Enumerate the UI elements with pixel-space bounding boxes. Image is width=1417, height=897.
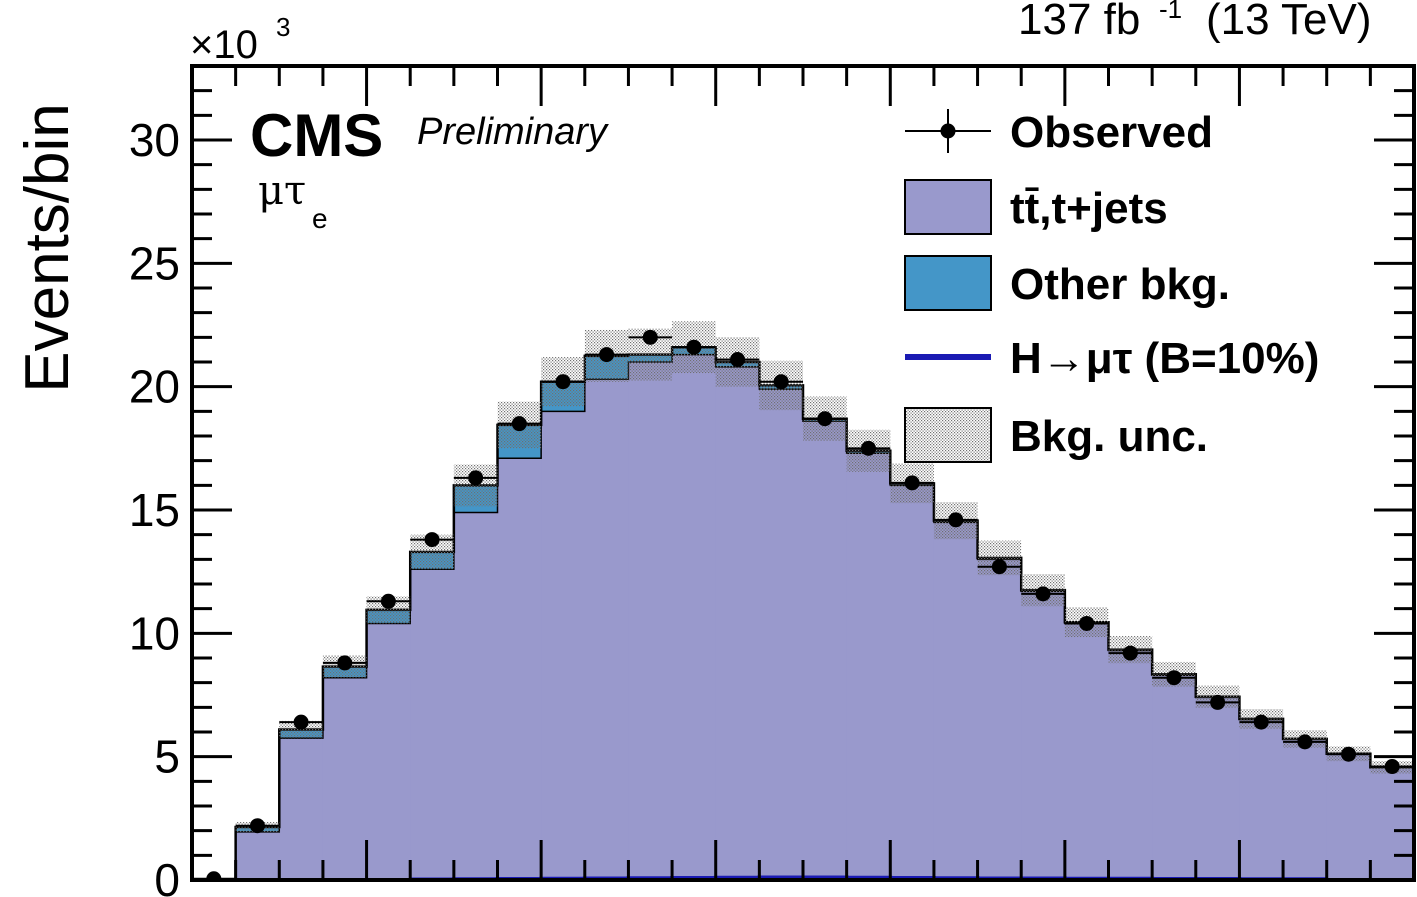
observed-point (1035, 586, 1051, 602)
channel-label: μτ e (258, 168, 328, 234)
ttbar-bar (1239, 719, 1284, 880)
ttbar-bar (410, 569, 455, 880)
legend-label: H→μτ (B=10%) (1010, 334, 1319, 383)
ttbar-bar (235, 831, 280, 880)
plot-area (192, 321, 1414, 880)
observed-point (511, 416, 527, 432)
observed-point (686, 339, 702, 355)
observed-point (468, 470, 484, 486)
observed-point (337, 655, 353, 671)
y-tick-label: 30 (129, 114, 180, 166)
y-tick-label: 10 (129, 607, 180, 659)
legend-label: Bkg. unc. (1010, 412, 1208, 461)
ttbar-bar (628, 362, 673, 880)
ttbar-bar (1326, 754, 1371, 880)
y-tick-label: 0 (154, 854, 180, 897)
observed-point (860, 440, 876, 456)
observed-point (424, 532, 440, 548)
y-multiplier: ×10 3 (190, 12, 290, 67)
observed-point (1166, 670, 1182, 686)
observed-point (1297, 734, 1313, 750)
ttbar-bar (977, 559, 1022, 880)
svg-text:(13 TeV): (13 TeV) (1206, 0, 1372, 44)
ttbar-bar (1283, 739, 1328, 880)
ttbar-bar (759, 389, 804, 880)
ttbar-bar (279, 738, 324, 880)
observed-point (1210, 694, 1226, 710)
y-tick-labels: 0 5 10 15 20 25 30 (129, 114, 180, 897)
observed-point (1079, 615, 1095, 631)
observed-point (991, 559, 1007, 575)
observed-point (1122, 645, 1138, 661)
y-tick-label: 20 (129, 361, 180, 413)
svg-text:3: 3 (276, 12, 290, 42)
ttbar-bar (453, 512, 498, 880)
observed-point (249, 818, 265, 834)
observed-point (1341, 746, 1357, 762)
observed-point (599, 347, 615, 363)
y-tick-label: 15 (129, 484, 180, 536)
y-tick-label: 5 (154, 731, 180, 783)
ttbar-bar (322, 677, 368, 880)
ttbar-bar (715, 366, 760, 880)
legend-label: Other bkg. (1010, 260, 1230, 309)
axis-ticks (192, 64, 1414, 882)
svg-text:e: e (312, 203, 328, 234)
ttbar-bar (1152, 675, 1197, 880)
observed-point (948, 512, 964, 528)
legend-swatch (904, 255, 992, 311)
observed-point (555, 374, 571, 390)
ttbar-bar (672, 354, 717, 880)
svg-text:-1: -1 (1159, 0, 1182, 24)
ttbar-bar (1064, 623, 1109, 880)
svg-text:137 fb: 137 fb (1018, 0, 1140, 44)
ttbar-bar (1370, 767, 1414, 880)
ttbar-bar (541, 411, 586, 880)
ttbar-bar (933, 522, 979, 880)
y-tick-label: 25 (129, 237, 180, 289)
observed-point (206, 871, 222, 880)
experiment-label: CMS (250, 102, 383, 169)
ttbar-bar (366, 623, 411, 880)
observed-point (293, 714, 309, 730)
lumi-label: 137 fb -1 (13 TeV) (1018, 0, 1372, 44)
ttbar-bar (1195, 697, 1240, 880)
ttbar-bar (890, 485, 935, 880)
observed-point (380, 593, 396, 609)
ttbar-bar (846, 453, 891, 880)
y-axis-label: Events/bin (13, 103, 82, 393)
observed-point (773, 374, 789, 390)
legend-unc-swatch (904, 407, 992, 463)
observed-point (904, 475, 920, 491)
legend-swatch (904, 179, 992, 235)
legend-label: tt̄,t+jets (1010, 184, 1168, 233)
observed-point (730, 352, 746, 368)
ttbar-bar (1108, 650, 1153, 880)
observed-point (817, 411, 833, 427)
status-label: Preliminary (417, 111, 609, 153)
svg-text:×10: ×10 (190, 23, 258, 67)
observed-point (1253, 714, 1269, 730)
ttbar-bar (803, 421, 848, 880)
legend: Observed tt̄,t+jets Other bkg. H→μτ (B=10%)… (904, 108, 1319, 463)
observed-point (1384, 759, 1400, 775)
ttbar-bar (1021, 591, 1066, 880)
observed-point (642, 329, 658, 345)
legend-label: Observed (1010, 108, 1213, 157)
ttbar-bar (497, 458, 542, 880)
svg-text:μτ: μτ (258, 168, 306, 214)
legend-observed-marker (940, 123, 956, 139)
ttbar-bar (584, 379, 629, 880)
